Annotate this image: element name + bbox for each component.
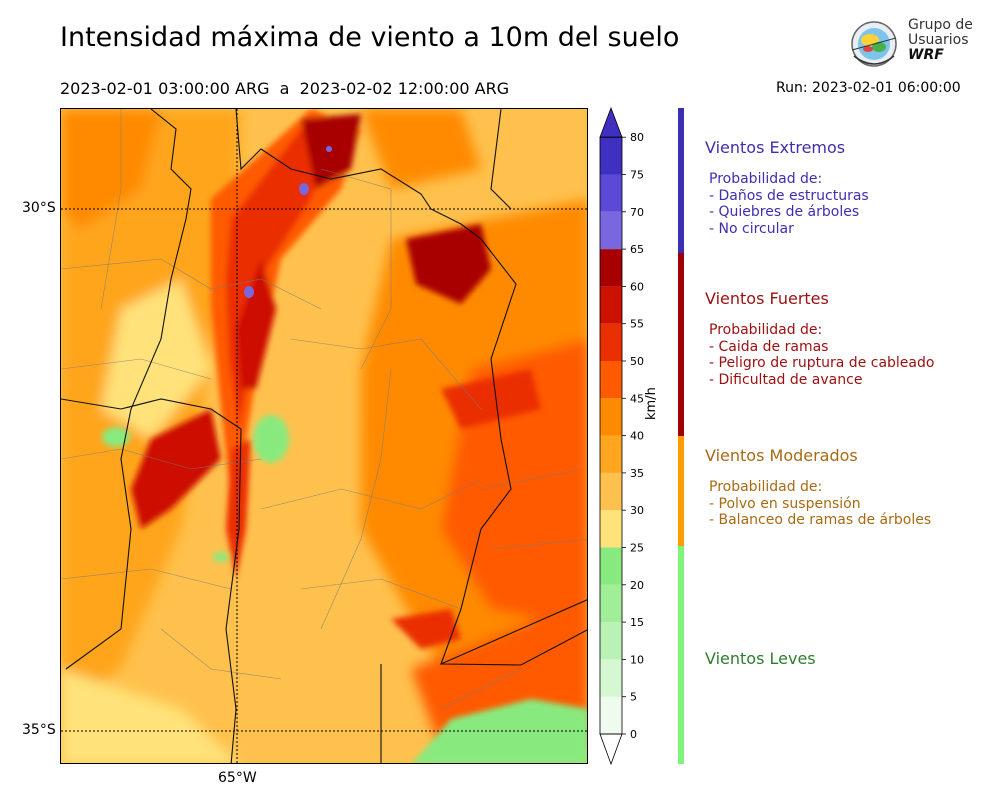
- category-line: - No circular: [709, 220, 794, 237]
- category-line: - Dificultad de avance: [709, 371, 863, 388]
- colorbar-segment: [600, 137, 622, 175]
- logo-line-2: Usuarios: [908, 32, 969, 48]
- category-line: Probabilidad de:: [709, 322, 823, 338]
- category-extremos: Vientos Extremos Probabilidad de: - Daño…: [705, 138, 869, 237]
- colorbar-tick-label: 80: [630, 131, 644, 144]
- category-title: Vientos Moderados: [705, 446, 858, 465]
- category-line: - Caida de ramas: [709, 338, 829, 355]
- map-title: Intensidad máxima de viento a 10m del su…: [60, 22, 680, 53]
- category-fuertes: Vientos Fuertes Probabilidad de: - Caida…: [705, 289, 934, 388]
- colorbar-tick-label: 0: [630, 728, 637, 741]
- colorbar-segment: [600, 547, 622, 585]
- colorbar-tick-label: 20: [630, 579, 644, 592]
- category-line: - Daños de estructuras: [709, 187, 869, 204]
- colorbar-segment: [600, 435, 622, 473]
- band-leves: [678, 546, 684, 764]
- wind-map: [60, 108, 588, 764]
- band-extremos: [678, 108, 684, 253]
- colorbar-segment: [600, 286, 622, 324]
- valid-period: 2023-02-01 03:00:00 ARG a 2023-02-02 12:…: [60, 79, 510, 98]
- lat-label-30s: 30°S: [22, 200, 56, 216]
- colorbar-segment: [600, 398, 622, 436]
- colorbar-tick-label: 35: [630, 467, 644, 480]
- logo-line-1: Grupo de: [908, 17, 973, 33]
- colorbar-segment: [600, 211, 622, 250]
- colorbar-segment: [600, 584, 622, 623]
- band-fuertes: [678, 253, 684, 436]
- colorbar-tick-label: 45: [630, 392, 644, 405]
- colorbar-tick-label: 25: [630, 542, 644, 555]
- colorbar-tick-label: 75: [630, 169, 644, 182]
- colorbar-extend-bottom: [599, 733, 623, 766]
- lon-label-65w: 65°W: [218, 770, 257, 786]
- category-line: - Polvo en suspensión: [709, 495, 861, 512]
- category-line: Probabilidad de:: [709, 479, 823, 495]
- colorbar-svg: 0 5 10 15 20 25 30 35 40 45 50 55 60 65 70 75 80: [599, 106, 644, 766]
- colorbar-segment: [600, 174, 622, 212]
- colorbar-tick-label: 10: [630, 653, 644, 666]
- colorbar-segment: [600, 510, 622, 548]
- colorbar-segment: [600, 472, 622, 511]
- lat-label-35s: 35°S: [22, 722, 56, 738]
- globe-icon: [851, 21, 897, 67]
- colorbar-segment: [600, 659, 622, 697]
- colorbar-segment: [600, 249, 622, 287]
- colorbar-tick-label: 5: [630, 691, 637, 704]
- logo-line-3: WRF: [908, 47, 944, 63]
- category-title: Vientos Leves: [705, 649, 816, 668]
- category-title: Vientos Extremos: [705, 138, 846, 157]
- colorbar-segment: [600, 696, 622, 734]
- colorbar-tick-label: 55: [630, 318, 644, 331]
- colorbar-tick-label: 60: [630, 280, 644, 293]
- category-moderados: Vientos Moderados Probabilidad de: - Pol…: [705, 446, 931, 529]
- category-leves: Vientos Leves: [705, 649, 816, 668]
- colorbar: 0 5 10 15 20 25 30 35 40 45 50 55 60 65 70 75 80: [598, 106, 658, 768]
- wind-map-canvas: [61, 109, 587, 763]
- colorbar-extend-top: [599, 106, 623, 138]
- colorbar-tick-label: 50: [630, 355, 644, 368]
- run-time: Run: 2023-02-01 06:00:00: [776, 80, 961, 96]
- wrf-logo: Grupo de Usuarios WRF: [846, 16, 976, 72]
- colorbar-segment: [600, 323, 622, 361]
- colorbar-segment: [600, 361, 622, 399]
- colorbar-tick-label: 70: [630, 206, 644, 219]
- category-line: - Quiebres de árboles: [709, 204, 860, 220]
- category-line: - Peligro de ruptura de cableado: [709, 355, 935, 371]
- colorbar-segment: [600, 622, 622, 660]
- band-moderados: [678, 436, 684, 546]
- category-title: Vientos Fuertes: [705, 289, 829, 308]
- colorbar-tick-label: 15: [630, 616, 644, 629]
- colorbar-tick-label: 65: [630, 243, 644, 256]
- category-line: - Balanceo de ramas de árboles: [709, 512, 932, 528]
- colorbar-unit: km/h: [644, 387, 659, 420]
- colorbar-tick-label: 40: [630, 430, 644, 443]
- category-line: Probabilidad de:: [709, 171, 823, 187]
- colorbar-tick-label: 30: [630, 504, 644, 517]
